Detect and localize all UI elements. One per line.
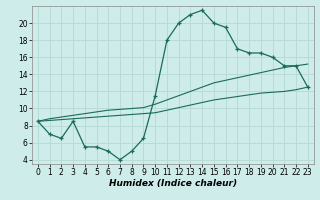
X-axis label: Humidex (Indice chaleur): Humidex (Indice chaleur) [109,179,237,188]
